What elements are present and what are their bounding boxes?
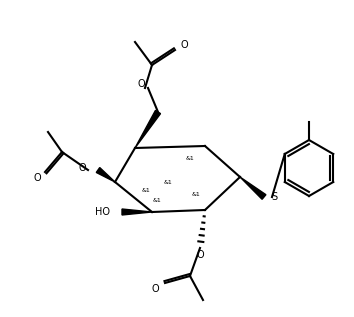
- Text: O: O: [196, 250, 204, 260]
- Text: O: O: [33, 173, 41, 183]
- Text: S: S: [271, 192, 277, 202]
- Polygon shape: [240, 177, 266, 199]
- Polygon shape: [96, 168, 115, 182]
- Text: &1: &1: [192, 191, 200, 197]
- Text: O: O: [180, 40, 188, 50]
- Text: &1: &1: [142, 187, 150, 192]
- Text: HO: HO: [96, 207, 110, 217]
- Polygon shape: [135, 110, 160, 148]
- Text: O: O: [78, 163, 86, 173]
- Text: O: O: [137, 79, 145, 89]
- Text: &1: &1: [164, 180, 172, 185]
- Text: &1: &1: [185, 156, 194, 160]
- Text: &1: &1: [153, 197, 161, 203]
- Text: O: O: [151, 284, 159, 294]
- Polygon shape: [122, 209, 152, 215]
